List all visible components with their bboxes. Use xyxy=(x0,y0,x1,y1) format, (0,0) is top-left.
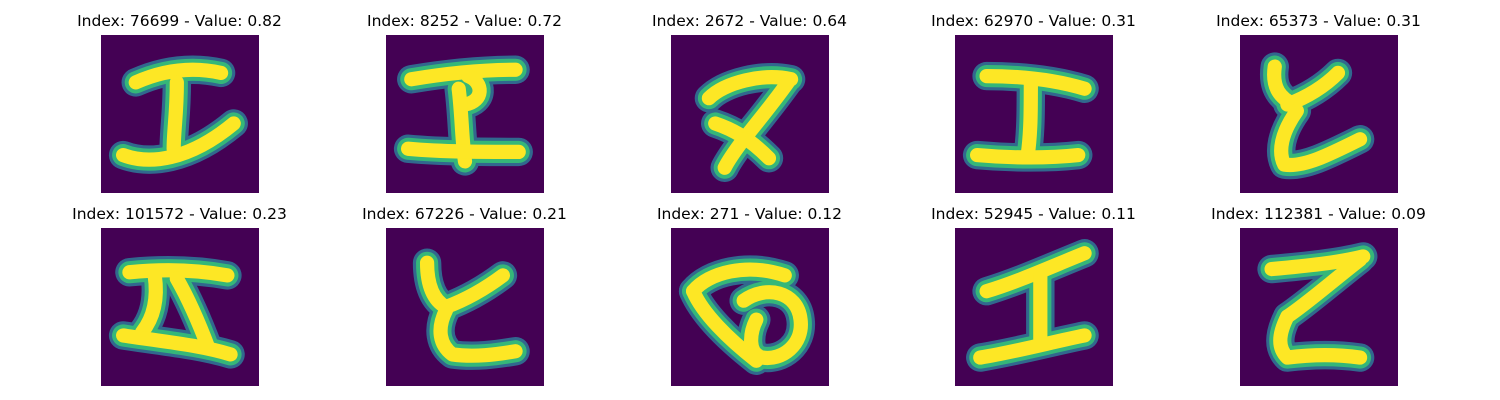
cell-title: Index: 8252 - Value: 0.72 xyxy=(367,12,562,30)
cell-title: Index: 76699 - Value: 0.82 xyxy=(77,12,282,30)
grid-cell: Index: 8252 - Value: 0.72 xyxy=(322,11,607,201)
handwritten-character-icon xyxy=(1240,228,1398,386)
handwritten-character-icon xyxy=(101,35,259,193)
handwritten-character-icon xyxy=(386,35,544,193)
handwritten-character-icon xyxy=(955,228,1113,386)
cell-title: Index: 101572 - Value: 0.23 xyxy=(72,205,287,223)
cell-title: Index: 271 - Value: 0.12 xyxy=(656,205,843,223)
handwritten-character-icon xyxy=(955,35,1113,193)
grid-cell: Index: 52945 - Value: 0.11 xyxy=(891,204,1176,394)
grid-cell: Index: 62970 - Value: 0.31 xyxy=(891,11,1176,201)
cell-title: Index: 52945 - Value: 0.11 xyxy=(931,205,1136,223)
cell-title: Index: 62970 - Value: 0.31 xyxy=(931,12,1136,30)
grid-cell: Index: 65373 - Value: 0.31 xyxy=(1176,11,1461,201)
cell-title: Index: 112381 - Value: 0.09 xyxy=(1211,205,1426,223)
grid-cell: Index: 67226 - Value: 0.21 xyxy=(322,204,607,394)
handwritten-character-icon xyxy=(386,228,544,386)
grid-cell: Index: 271 - Value: 0.12 xyxy=(607,204,892,394)
grid-cell: Index: 2672 - Value: 0.64 xyxy=(607,11,892,201)
handwritten-character-icon xyxy=(1240,35,1398,193)
grid-cell: Index: 101572 - Value: 0.23 xyxy=(37,204,322,394)
cell-title: Index: 67226 - Value: 0.21 xyxy=(362,205,567,223)
handwritten-character-icon xyxy=(671,228,829,386)
handwritten-character-icon xyxy=(101,228,259,386)
handwritten-character-icon xyxy=(671,35,829,193)
grid-cell: Index: 76699 - Value: 0.82 xyxy=(37,11,322,201)
cell-title: Index: 2672 - Value: 0.64 xyxy=(652,12,847,30)
cell-title: Index: 65373 - Value: 0.31 xyxy=(1216,12,1421,30)
grid-cell: Index: 112381 - Value: 0.09 xyxy=(1176,204,1461,394)
